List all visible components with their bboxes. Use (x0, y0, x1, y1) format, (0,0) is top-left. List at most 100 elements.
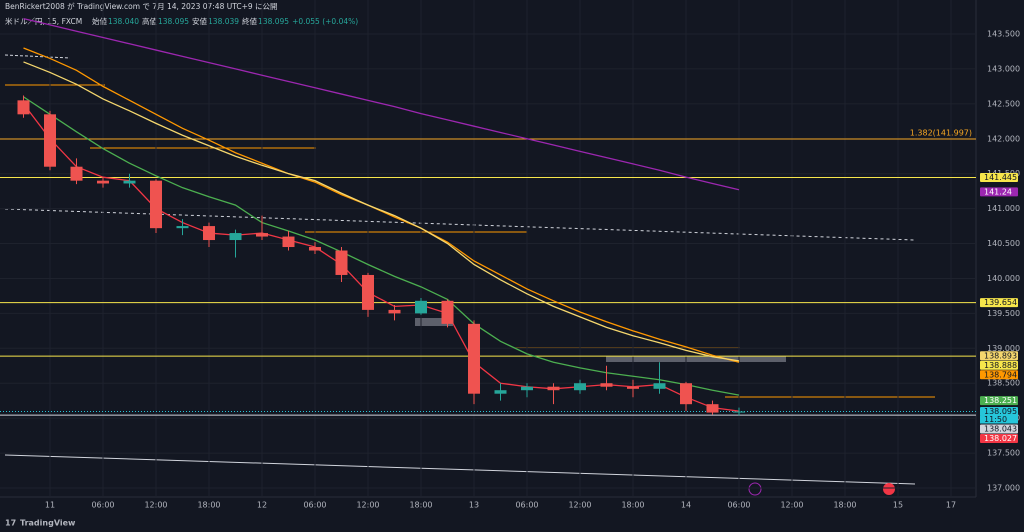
y-tick-label: 142.500 (987, 99, 1020, 108)
price-label: 138.893 (984, 351, 1017, 360)
zone-box (415, 318, 453, 326)
ohlc-value: 138.095 (158, 17, 189, 26)
y-tick-label: 137.500 (987, 449, 1020, 458)
y-tick-label: 141.000 (987, 204, 1020, 213)
candle-body (468, 323, 480, 394)
price-label: 141.445 (984, 173, 1017, 182)
candle-body (600, 383, 613, 387)
candle-body (494, 390, 507, 394)
ohlc-value: 138.040 (108, 17, 139, 26)
candle-body (282, 236, 295, 248)
ohlc-value: 138.095 (258, 17, 289, 26)
trend-line (4, 54, 71, 59)
price-label-bg (980, 360, 1018, 370)
candle-body (388, 309, 401, 314)
y-tick-label: 139.500 (987, 309, 1020, 318)
candle-body (441, 300, 454, 324)
candle-body (150, 180, 162, 229)
x-tick-label: 12:00 (356, 501, 379, 510)
x-tick-label: 06:00 (515, 501, 538, 510)
y-tick-label: 137.000 (987, 483, 1020, 492)
fib-label: 1.382(141.997) (910, 128, 972, 137)
change: +0.055 (+0.04%) (292, 17, 358, 26)
candle-body (547, 386, 560, 391)
x-tick-label: 17 (946, 501, 956, 510)
countdown-bg (980, 415, 1018, 424)
price-label: 138.095 (984, 407, 1017, 416)
y-tick-label: 143.500 (987, 29, 1020, 38)
candle-body (653, 383, 666, 389)
candle-body (362, 274, 374, 310)
moving-average (23, 17, 740, 191)
y-tick-label: 138.500 (987, 379, 1020, 388)
candle-body (203, 226, 215, 241)
price-label: 138.043 (984, 425, 1017, 434)
x-tick-label: 06:00 (727, 501, 750, 510)
x-tick-label: 18:00 (833, 501, 856, 510)
y-tick-label: 142.000 (987, 134, 1020, 143)
x-tick-label: 12:00 (144, 501, 167, 510)
price-label: 141.24 (984, 187, 1012, 196)
candle-body (256, 233, 268, 237)
x-tick-label: 18:00 (409, 501, 432, 510)
logo: TradingView (20, 519, 76, 528)
x-tick-label: 18:00 (197, 501, 220, 510)
y-tick-label: 143.000 (987, 64, 1020, 73)
price-label-bg (980, 396, 1018, 406)
x-tick-label: 18:00 (621, 501, 644, 510)
price-label-bg (980, 407, 1018, 417)
ohlc-name: 終値 (242, 16, 257, 26)
price-label-bg (980, 187, 1018, 197)
candle-body (17, 100, 30, 115)
candle-body (521, 386, 533, 391)
price-label: 138.888 (984, 361, 1017, 370)
x-tick-label: 13 (469, 501, 479, 510)
x-tick-label: 12:00 (568, 501, 591, 510)
x-tick-label: 06:00 (303, 501, 326, 510)
symbol: 米ドル／円, 15, FXCM (5, 16, 82, 26)
publisher: BenRickert2008 が TradingView.com で 7月 14… (5, 1, 278, 11)
price-label: 138.251 (984, 396, 1017, 405)
ohlc-name: 始値 (92, 16, 107, 26)
candle-body (574, 383, 586, 391)
zone-box (606, 356, 786, 362)
ohlc-name: 高値 (142, 16, 157, 26)
ohlc-name: 安値 (192, 16, 207, 26)
price-label: 138.027 (984, 434, 1017, 443)
price-label-bg (980, 173, 1018, 183)
y-tick-label: 139.000 (987, 344, 1020, 353)
candle-body (176, 226, 189, 229)
y-tick-label: 140.500 (987, 239, 1020, 248)
event-icon (883, 483, 895, 495)
moving-average (23, 61, 740, 362)
countdown: 11:50 (984, 415, 1007, 424)
price-label-bg (980, 370, 1018, 380)
price-label-bg (980, 434, 1018, 444)
candle-body (706, 404, 719, 413)
candle-body (733, 411, 745, 413)
trend-line (4, 454, 916, 485)
logo-mark: 17 (5, 519, 16, 528)
price-label: 138.794 (984, 370, 1017, 379)
moving-average (22, 103, 740, 412)
candle-body (415, 300, 427, 314)
price-label: 139.654 (984, 298, 1017, 307)
candle-body (680, 383, 692, 405)
moving-average (23, 96, 740, 396)
candle-body (70, 166, 83, 181)
event-icon (748, 482, 762, 496)
ohlc-value: 138.039 (208, 17, 239, 26)
price-label-bg (980, 298, 1018, 308)
candle-body (335, 250, 348, 275)
x-tick-label: 15 (893, 501, 903, 510)
x-tick-label: 06:00 (91, 501, 114, 510)
candle-body (97, 180, 109, 184)
x-tick-label: 12:00 (780, 501, 803, 510)
candle-body (627, 386, 639, 389)
candle-body (44, 114, 56, 167)
candle-body (123, 180, 136, 184)
y-tick-label: 140.000 (987, 274, 1020, 283)
candle-body (309, 247, 321, 251)
